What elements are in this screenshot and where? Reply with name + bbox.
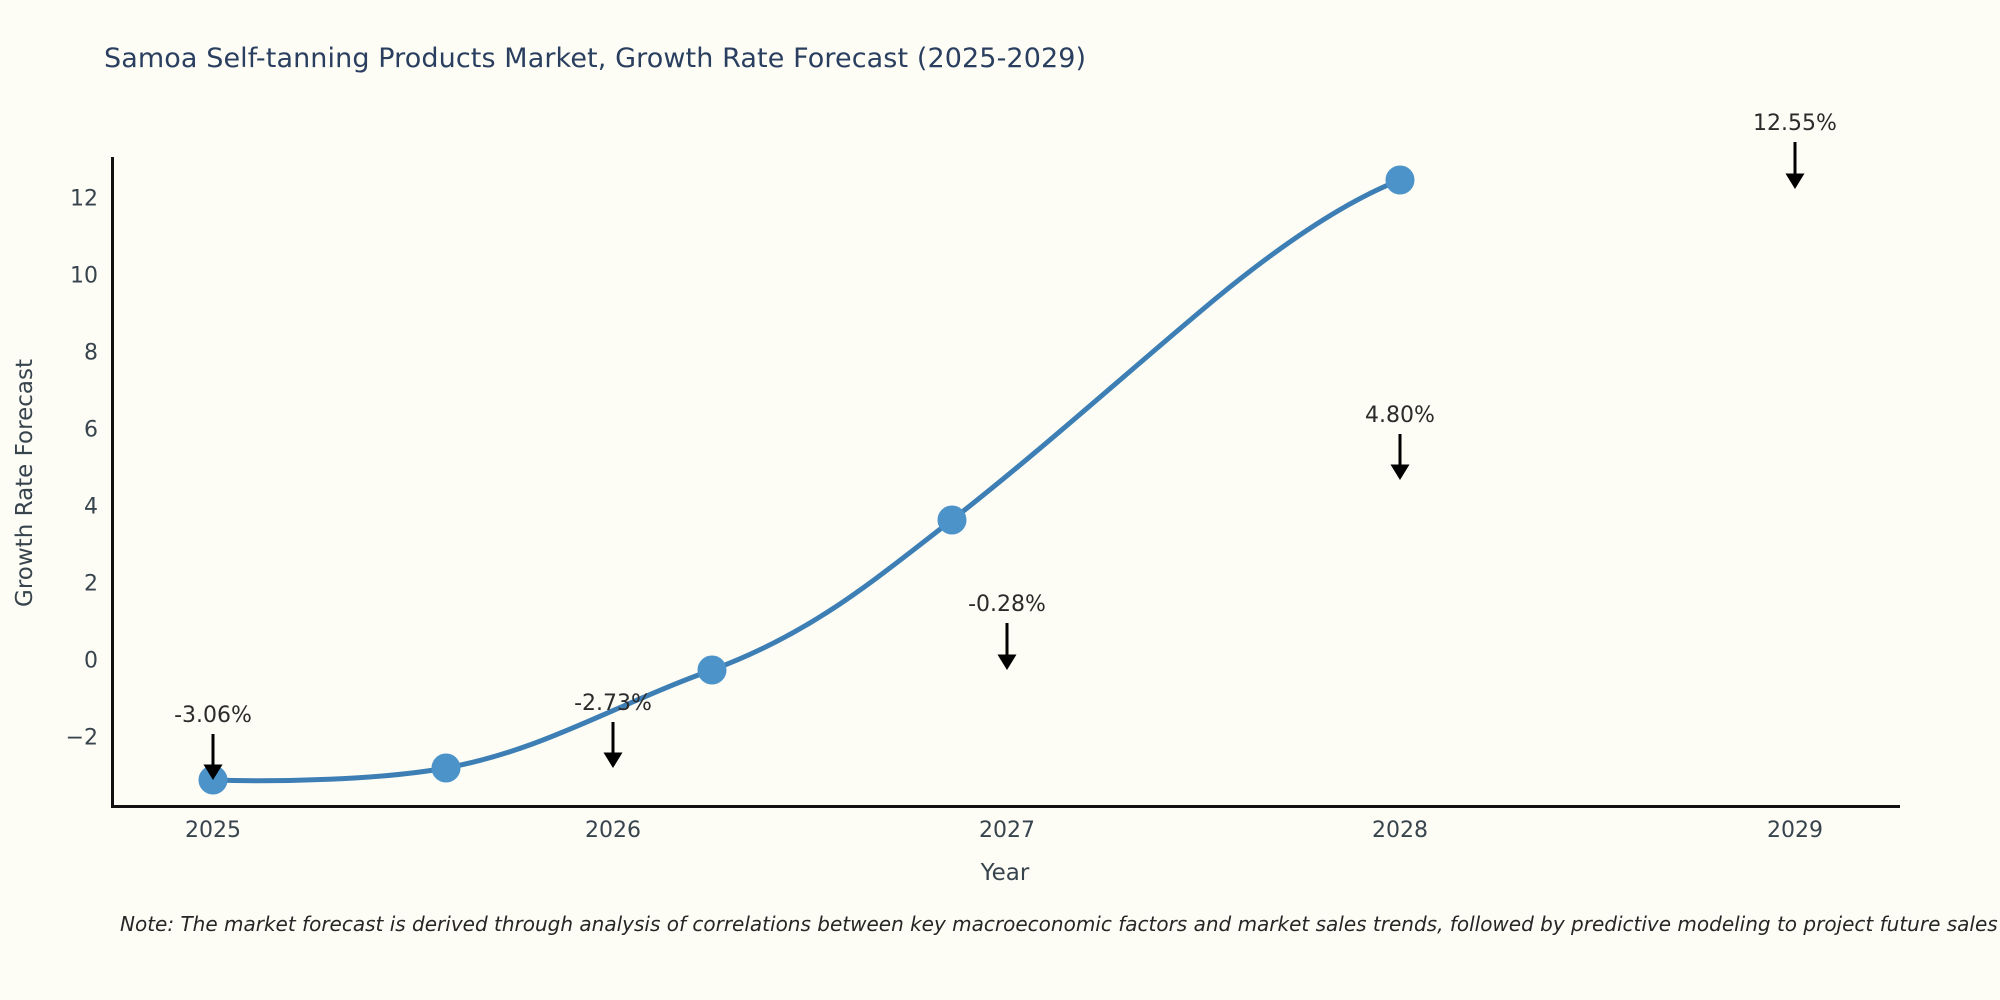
y-tick-label: 12 [70, 186, 98, 212]
y-tick-label: 8 [84, 340, 98, 366]
data-point-label-2027: -0.28% [968, 592, 1046, 617]
data-line-path [210, 177, 1403, 784]
y-tick-label: 2 [84, 571, 98, 597]
x-tick-label-2026: 2026 [585, 818, 641, 843]
x-tick-label-2029: 2029 [1767, 818, 1823, 843]
y-tick-label: 0 [84, 648, 98, 674]
y-axis-tick-labels: 12 10 8 6 4 2 0 −2 [0, 0, 98, 1000]
x-tick-label-2027: 2027 [979, 818, 1035, 843]
x-axis-title-wrap: Year [0, 860, 2000, 886]
y-tick-label: −2 [65, 725, 98, 751]
data-point-marker-2029[interactable] [1385, 165, 1415, 195]
x-tick-label-2025: 2025 [185, 818, 241, 843]
data-point-marker-2028[interactable] [937, 505, 967, 535]
x-axis-line [111, 805, 1900, 808]
plot-area [114, 160, 1900, 805]
data-point-marker-2025[interactable] [198, 765, 228, 795]
data-point-marker-2027[interactable] [697, 655, 727, 685]
data-point-label-2025: -3.06% [174, 703, 252, 728]
y-axis-line [111, 157, 114, 808]
series-line-growth-rate-forecast [198, 165, 1415, 795]
data-point-label-2026: -2.73% [574, 691, 652, 716]
y-tick-label: 10 [70, 263, 98, 289]
data-point-label-2029: 12.55% [1753, 111, 1837, 136]
chart-title: Samoa Self-tanning Products Market, Grow… [104, 43, 1087, 74]
y-tick-label: 4 [84, 494, 98, 520]
chart-footnote: Note: The market forecast is derived thr… [120, 912, 1998, 936]
y-tick-label: 6 [84, 417, 98, 443]
x-tick-label-2028: 2028 [1372, 818, 1428, 843]
x-axis-title: Year [980, 860, 1030, 886]
data-point-label-2028: 4.80% [1365, 403, 1435, 428]
data-point-marker-2026[interactable] [431, 753, 461, 783]
